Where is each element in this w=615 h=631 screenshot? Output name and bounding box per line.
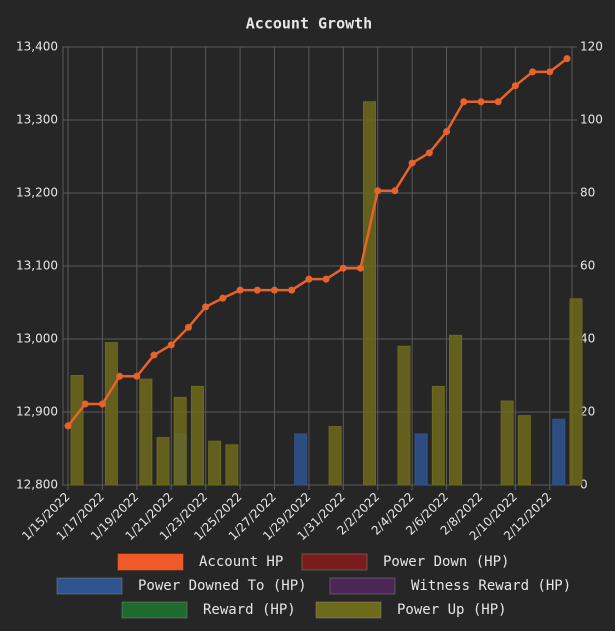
- line-point: [477, 98, 485, 106]
- line-point: [460, 98, 468, 106]
- line-point: [184, 323, 192, 331]
- y-tick-label: 13,000: [16, 332, 58, 346]
- line-point: [511, 82, 519, 90]
- bar: [414, 433, 428, 486]
- line-point: [443, 128, 451, 136]
- legend-swatch: [329, 577, 396, 595]
- bar: [190, 385, 204, 486]
- line-point: [288, 286, 296, 294]
- legend-swatch: [117, 553, 184, 571]
- bar: [294, 433, 308, 486]
- legend-label: Account HP: [199, 554, 283, 570]
- line: [67, 57, 568, 427]
- y2-tick-label: 0: [580, 478, 588, 492]
- line-point: [219, 294, 227, 302]
- line-point: [98, 400, 106, 408]
- line-point: [494, 98, 502, 106]
- y2-tick-label: 20: [580, 405, 595, 419]
- legend-swatch: [301, 553, 368, 571]
- line-point: [150, 351, 158, 359]
- bar: [517, 415, 531, 486]
- line-point: [270, 286, 278, 294]
- legend-label: Power Up (HP): [397, 602, 507, 618]
- legend-swatch: [121, 601, 188, 619]
- line-point: [425, 149, 433, 157]
- bar: [173, 396, 187, 486]
- line-point: [81, 400, 89, 408]
- line-point: [202, 303, 210, 311]
- bar: [156, 437, 170, 486]
- legend-label: Witness Reward (HP): [411, 578, 571, 594]
- bar: [552, 418, 566, 486]
- line-point: [133, 372, 141, 380]
- bar: [449, 334, 463, 486]
- line-point: [64, 422, 72, 430]
- line-point: [322, 275, 330, 283]
- y2-tick-label: 60: [580, 259, 595, 273]
- line-point: [563, 55, 571, 63]
- legend-label: Power Down (HP): [383, 554, 509, 570]
- y-tick-label: 12,800: [16, 478, 58, 492]
- line-point: [253, 286, 261, 294]
- legend-swatch: [56, 577, 123, 595]
- line-point: [305, 275, 313, 283]
- bar: [500, 400, 514, 486]
- line-point: [167, 341, 175, 349]
- chart-title: Account Growth: [246, 15, 372, 33]
- bar: [431, 385, 445, 486]
- y-tick-label: 13,300: [16, 113, 58, 127]
- line-point: [391, 187, 399, 195]
- legend-swatch: [315, 601, 382, 619]
- bar: [104, 342, 118, 486]
- line-point: [408, 159, 416, 167]
- line-point: [116, 372, 124, 380]
- y2-tick-label: 40: [580, 332, 595, 346]
- bar: [569, 298, 583, 486]
- bar: [139, 378, 153, 486]
- plot-border: [62, 46, 573, 486]
- y-tick-label: 12,900: [16, 405, 58, 419]
- bar: [225, 444, 239, 486]
- line-point: [357, 264, 365, 272]
- legend-label: Power Downed To (HP): [138, 578, 307, 594]
- y-tick-label: 13,200: [16, 186, 58, 200]
- bar: [363, 101, 377, 486]
- y2-tick-label: 80: [580, 186, 595, 200]
- legend-label: Reward (HP): [203, 602, 296, 618]
- y2-tick-label: 100: [580, 113, 603, 127]
- bar: [328, 426, 342, 486]
- line-point: [374, 187, 382, 195]
- line-point: [236, 286, 244, 294]
- line-point: [529, 68, 537, 76]
- y-tick-label: 13,400: [16, 40, 58, 54]
- y-tick-label: 13,100: [16, 259, 58, 273]
- line-point: [339, 264, 347, 272]
- bar: [208, 440, 222, 486]
- y2-tick-label: 120: [580, 40, 603, 54]
- bar: [397, 345, 411, 486]
- line-point: [546, 68, 554, 76]
- bar: [70, 375, 84, 486]
